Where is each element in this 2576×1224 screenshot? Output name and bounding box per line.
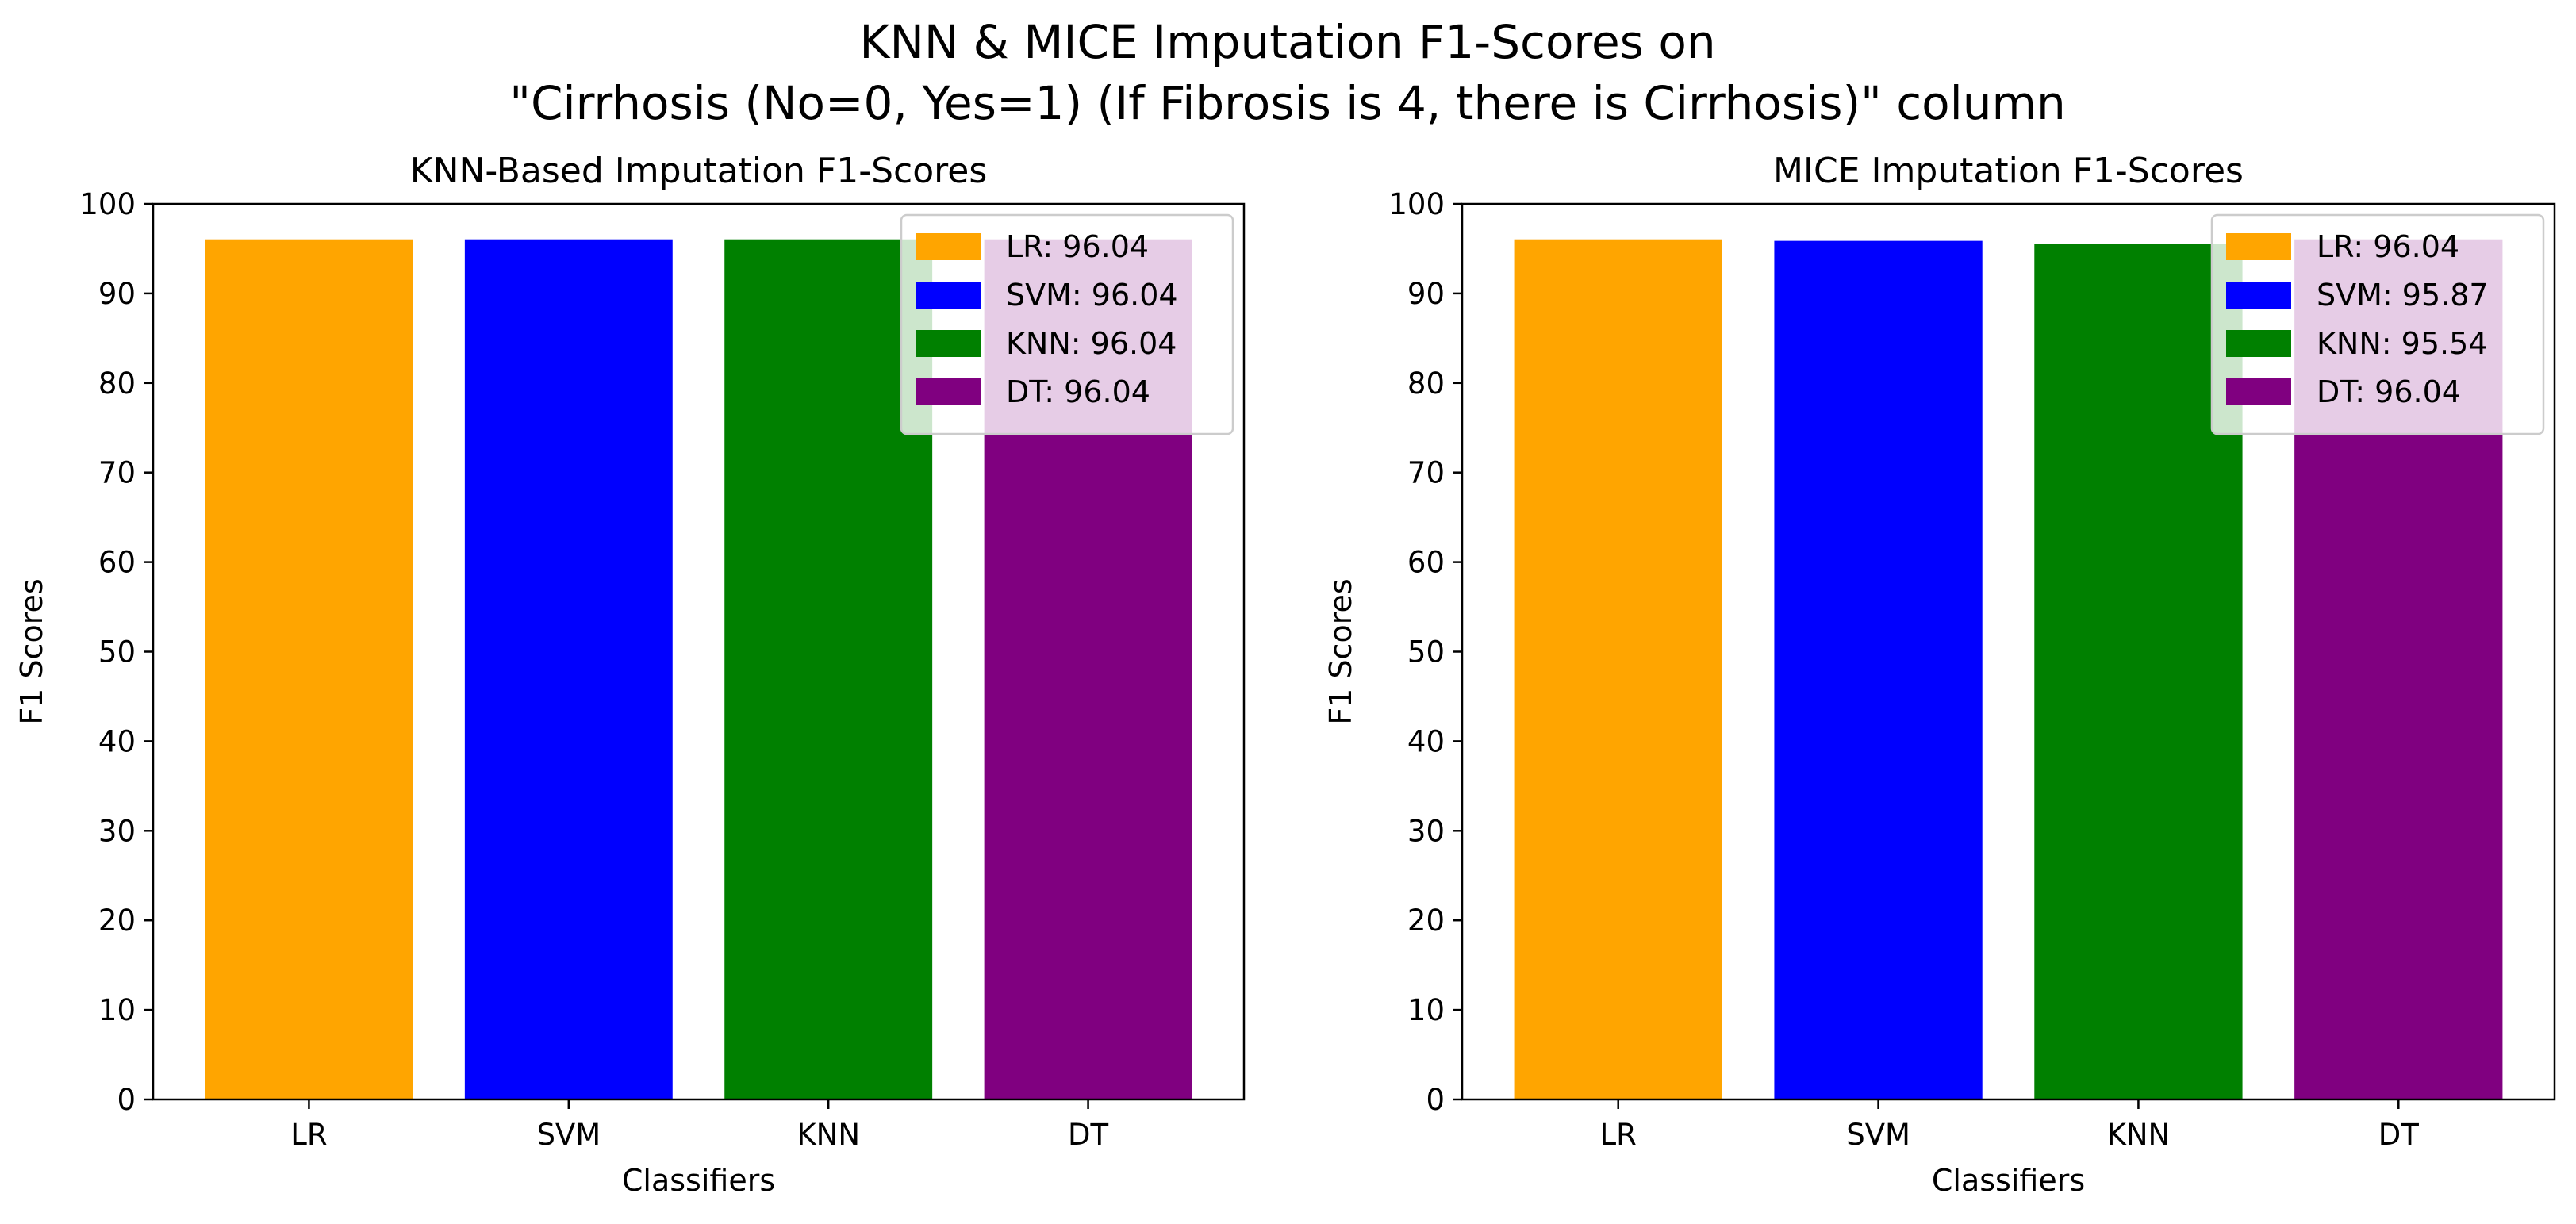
- chart-mice-legend-frame: [2210, 213, 2545, 435]
- chart-mice-ytick-label: 60: [1407, 546, 1445, 580]
- chart-mice-xtick-label: LR: [1600, 1118, 1637, 1152]
- chart-mice-title: MICE Imputation F1-Scores: [1773, 151, 2244, 191]
- knn-imputation-bar-chart: 0 10 20 30 40 50 60 70 80 90 100 LR SVM KNN DT KNN-Base…: [14, 151, 1246, 1198]
- chart-mice-legend-label: KNN: 95.54: [2317, 326, 2487, 361]
- chart-mice-ytick-label: 50: [1407, 635, 1445, 670]
- chart-mice-ytick-label: 10: [1407, 993, 1445, 1027]
- chart-mice-ytick-label: 80: [1407, 366, 1445, 401]
- chart-knn-bar-lr: [205, 239, 413, 1100]
- chart-mice-legend: LR: 96.04 SVM: 95.87 KNN: 95.54 DT: 96.04: [2210, 213, 2545, 435]
- chart-knn-xlabel: Classifiers: [622, 1163, 775, 1198]
- chart-knn-legend-frame: [900, 213, 1234, 435]
- chart-mice-legend-swatch: [2226, 330, 2291, 357]
- chart-mice-bar-svm: [1774, 240, 1983, 1099]
- chart-knn-legend-label: SVM: 96.04: [1006, 278, 1178, 313]
- chart-knn-bar-knn: [724, 239, 933, 1100]
- figure-title-line-1: KNN & MICE Imputation F1-Scores on: [859, 15, 1715, 69]
- chart-knn-ytick-label: 50: [98, 635, 136, 670]
- chart-knn-ytick-label: 80: [98, 366, 136, 401]
- chart-knn-legend-label: KNN: 96.04: [1006, 326, 1177, 361]
- chart-knn-xtick-label: KNN: [797, 1118, 860, 1152]
- chart-mice-xtick-label: DT: [2378, 1118, 2419, 1152]
- chart-knn-legend-swatch: [916, 378, 981, 405]
- chart-knn-bar-svm: [464, 239, 673, 1100]
- chart-mice-xtick-label: SVM: [1846, 1118, 1910, 1152]
- chart-knn-ytick-label: 40: [98, 724, 136, 758]
- chart-mice-bar-lr: [1514, 239, 1722, 1100]
- chart-mice-xtick-label: KNN: [2107, 1118, 2171, 1152]
- chart-knn-ytick-label: 60: [98, 546, 136, 580]
- chart-mice-ytick-label: 100: [1388, 187, 1445, 221]
- chart-mice-legend-swatch: [2226, 378, 2291, 405]
- chart-mice-legend-label: SVM: 95.87: [2317, 278, 2489, 313]
- chart-knn-ytick-label: 10: [98, 993, 136, 1027]
- chart-knn-legend-label: DT: 96.04: [1006, 374, 1150, 409]
- chart-mice-legend-label: DT: 96.04: [2317, 374, 2461, 409]
- chart-knn-legend-label: LR: 96.04: [1006, 229, 1149, 264]
- chart-mice-ytick-label: 40: [1407, 724, 1445, 758]
- chart-knn-ytick-label: 0: [117, 1083, 136, 1117]
- chart-mice-ytick-label: 20: [1407, 904, 1445, 938]
- chart-knn-ytick-label: 90: [98, 277, 136, 311]
- chart-knn-ytick-label: 20: [98, 904, 136, 938]
- figure-title-line-2: "Cirrhosis (No=0, Yes=1) (If Fibrosis is…: [509, 76, 2065, 130]
- chart-mice-legend-label: LR: 96.04: [2317, 229, 2459, 264]
- mice-imputation-bar-chart: 0 10 20 30 40 50 60 70 80 90 100 LR SVM KNN DT MICE Imp…: [1323, 151, 2556, 1198]
- chart-mice-legend-swatch: [2226, 233, 2291, 260]
- chart-knn-legend: LR: 96.04 SVM: 96.04 KNN: 96.04 DT: 96.04: [900, 213, 1234, 435]
- chart-knn-xtick-label: DT: [1068, 1118, 1108, 1152]
- chart-mice-ylabel: F1 Scores: [1323, 578, 1358, 724]
- chart-knn-legend-swatch: [916, 282, 981, 309]
- chart-knn-ytick-label: 100: [79, 187, 136, 221]
- chart-knn-ytick-label: 30: [98, 814, 136, 848]
- chart-knn-ylabel: F1 Scores: [14, 578, 49, 724]
- chart-mice-ytick-label: 90: [1407, 277, 1445, 311]
- chart-knn-ytick-label: 70: [98, 456, 136, 490]
- chart-mice-bar-knn: [2034, 244, 2243, 1099]
- chart-knn-xtick-label: LR: [290, 1118, 327, 1152]
- chart-mice-legend-swatch: [2226, 282, 2291, 309]
- chart-mice-ytick-label: 70: [1407, 456, 1445, 490]
- chart-knn-title: KNN-Based Imputation F1-Scores: [410, 151, 988, 191]
- chart-knn-legend-swatch: [916, 330, 981, 357]
- chart-mice-ytick-label: 0: [1426, 1083, 1445, 1117]
- chart-mice-xlabel: Classifiers: [1932, 1163, 2085, 1198]
- chart-knn-xtick-label: SVM: [536, 1118, 601, 1152]
- chart-knn-legend-swatch: [916, 233, 981, 260]
- chart-mice-ytick-label: 30: [1407, 814, 1445, 848]
